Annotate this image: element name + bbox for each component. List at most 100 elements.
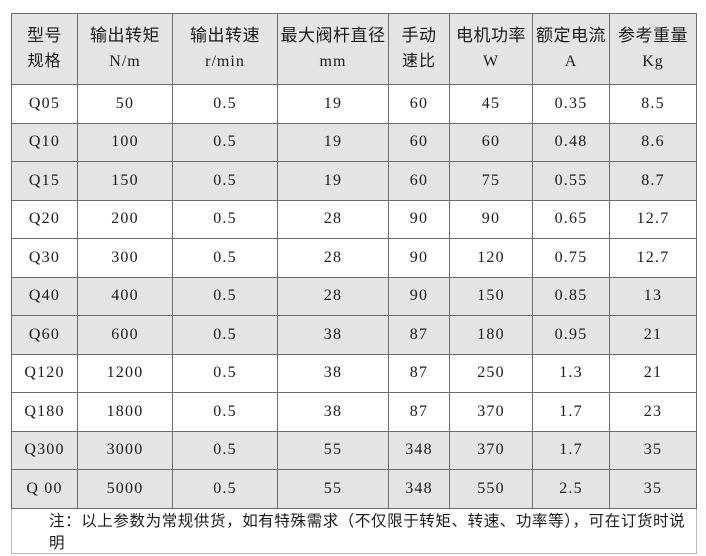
- cell-torque: 150: [77, 161, 173, 201]
- cell-rated_current: 1.7: [532, 430, 610, 470]
- cell-motor_power: 370: [449, 430, 533, 470]
- table-row: Q20 200 0.5 28 90 90 0.65 12.7: [11, 199, 697, 239]
- column-header-title: 额定电流: [536, 26, 606, 46]
- cell-weight: 23: [609, 392, 697, 432]
- table-header-row: 型号 规格 输出转矩 N/m 输出转速 r/min 最大阀杆直径 mm 手动 速比 电机功率 W 额定电…: [11, 13, 697, 85]
- cell-motor_power: 90: [449, 199, 533, 239]
- cell-rated_current: 0.35: [532, 84, 610, 124]
- column-header-title: 最大阀杆直径: [280, 26, 386, 46]
- cell-weight: 21: [609, 315, 697, 355]
- cell-motor_power: 250: [449, 353, 533, 393]
- cell-motor_power: 120: [449, 238, 533, 278]
- table-row: Q40 400 0.5 28 90 150 0.85 13: [11, 276, 697, 316]
- table-row: Q60 600 0.5 38 87 180 0.95 21: [11, 315, 697, 355]
- cell-torque: 1200: [77, 353, 173, 393]
- cell-rated_current: 0.48: [532, 122, 610, 162]
- table-row: Q05 50 0.5 19 60 45 0.35 8.5: [11, 84, 697, 124]
- cell-weight: 8.6: [609, 122, 697, 162]
- cell-stem_dia: 55: [277, 430, 389, 470]
- cell-speed: 0.5: [172, 161, 278, 201]
- cell-torque: 200: [77, 199, 173, 239]
- cell-rated_current: 0.85: [532, 276, 610, 316]
- column-header-unit: W: [482, 52, 500, 70]
- table-footer: 注：以上参数为常规供货，如有特殊需求（不仅限于转矩、转速、功率等），可在订货时说…: [11, 507, 697, 554]
- cell-rated_current: 0.65: [532, 199, 610, 239]
- cell-manual_ratio: 60: [388, 161, 450, 201]
- cell-weight: 12.7: [609, 238, 697, 278]
- column-header-unit: N/m: [109, 52, 141, 70]
- column-header-title: 输出转速: [190, 26, 260, 46]
- column-header-manual_ratio: 手动 速比: [388, 13, 450, 85]
- cell-manual_ratio: 348: [388, 430, 450, 470]
- cell-model: Q60: [11, 315, 78, 355]
- cell-stem_dia: 19: [277, 122, 389, 162]
- cell-weight: 8.7: [609, 161, 697, 201]
- cell-motor_power: 370: [449, 392, 533, 432]
- cell-motor_power: 550: [449, 469, 533, 509]
- cell-manual_ratio: 60: [388, 122, 450, 162]
- cell-model: Q20: [11, 199, 78, 239]
- cell-stem_dia: 28: [277, 238, 389, 278]
- cell-manual_ratio: 90: [388, 238, 450, 278]
- cell-motor_power: 45: [449, 84, 533, 124]
- cell-model: Q15: [11, 161, 78, 201]
- column-header-model: 型号 规格: [11, 13, 78, 85]
- cell-torque: 600: [77, 315, 173, 355]
- cell-rated_current: 0.95: [532, 315, 610, 355]
- cell-model: Q30: [11, 238, 78, 278]
- cell-motor_power: 150: [449, 276, 533, 316]
- column-header-speed: 输出转速 r/min: [172, 13, 278, 85]
- table-row: Q10 100 0.5 19 60 60 0.48 8.6: [11, 122, 697, 162]
- cell-speed: 0.5: [172, 430, 278, 470]
- column-header-title: 手动: [401, 26, 437, 46]
- column-header-unit: 速比: [401, 52, 436, 70]
- column-header-motor_power: 电机功率 W: [449, 13, 533, 85]
- cell-rated_current: 1.7: [532, 392, 610, 432]
- cell-model: Q120: [11, 353, 78, 393]
- valve-actuator-spec-table: 型号 规格 输出转矩 N/m 输出转速 r/min 最大阀杆直径 mm 手动 速比 电机功率 W 额定电…: [11, 13, 697, 554]
- cell-torque: 50: [77, 84, 173, 124]
- cell-rated_current: 1.3: [532, 353, 610, 393]
- table-row: Q120 1200 0.5 38 87 250 1.3 21: [11, 353, 697, 393]
- cell-stem_dia: 38: [277, 392, 389, 432]
- cell-motor_power: 75: [449, 161, 533, 201]
- cell-stem_dia: 55: [277, 469, 389, 509]
- table-header: 型号 规格 输出转矩 N/m 输出转速 r/min 最大阀杆直径 mm 手动 速比 电机功率 W 额定电…: [11, 13, 697, 85]
- cell-torque: 5000: [77, 469, 173, 509]
- column-header-title: 型号: [27, 26, 62, 46]
- column-header-torque: 输出转矩 N/m: [77, 13, 173, 85]
- cell-model: Q300: [11, 430, 78, 470]
- cell-stem_dia: 28: [277, 276, 389, 316]
- cell-manual_ratio: 87: [388, 315, 450, 355]
- cell-motor_power: 60: [449, 122, 533, 162]
- cell-speed: 0.5: [172, 315, 278, 355]
- cell-rated_current: 2.5: [532, 469, 610, 509]
- cell-model: Q05: [11, 84, 78, 124]
- cell-torque: 400: [77, 276, 173, 316]
- cell-weight: 12.7: [609, 199, 697, 239]
- cell-manual_ratio: 87: [388, 392, 450, 432]
- column-header-title: 电机功率: [456, 26, 526, 46]
- column-header-title: 参考重量: [618, 26, 688, 46]
- cell-rated_current: 0.55: [532, 161, 610, 201]
- cell-motor_power: 180: [449, 315, 533, 355]
- cell-stem_dia: 38: [277, 353, 389, 393]
- table-row: Q30 300 0.5 28 90 120 0.75 12.7: [11, 238, 697, 278]
- column-header-unit: r/min: [205, 52, 245, 70]
- column-header-unit: A: [564, 52, 578, 70]
- cell-manual_ratio: 90: [388, 276, 450, 316]
- column-header-unit: 规格: [27, 52, 62, 70]
- table-row: Q15 150 0.5 19 60 75 0.55 8.7: [11, 161, 697, 201]
- cell-weight: 21: [609, 353, 697, 393]
- cell-model: Q10: [11, 122, 78, 162]
- cell-weight: 35: [609, 469, 697, 509]
- table-body: Q05 50 0.5 19 60 45 0.35 8.5 Q10 100 0.5 19 60 60 0.48…: [11, 84, 697, 509]
- cell-manual_ratio: 348: [388, 469, 450, 509]
- column-header-weight: 参考重量 Kg: [609, 13, 697, 85]
- cell-weight: 13: [609, 276, 697, 316]
- cell-speed: 0.5: [172, 84, 278, 124]
- table-row: Q300 3000 0.5 55 348 370 1.7 35: [11, 430, 697, 470]
- cell-weight: 35: [609, 430, 697, 470]
- cell-torque: 100: [77, 122, 173, 162]
